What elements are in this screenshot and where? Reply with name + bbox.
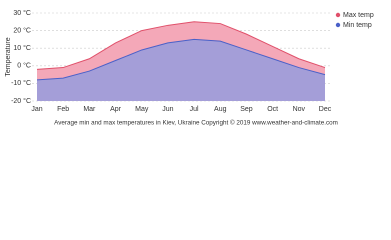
- y-tick-label: 0 °C: [17, 62, 31, 70]
- y-tick-label: 30 °C: [13, 9, 31, 17]
- legend-label: Max temp: [343, 12, 374, 19]
- legend-marker: [335, 12, 341, 18]
- y-axis-title: Temperature: [5, 37, 12, 76]
- x-tick-label: Mar: [83, 106, 96, 113]
- line: [36, 38, 326, 81]
- legend-marker: [335, 22, 341, 28]
- x-tick-label: Jun: [162, 106, 173, 113]
- x-tick-label: Oct: [267, 106, 278, 113]
- x-tick-label: Jul: [190, 106, 199, 113]
- line: [36, 21, 326, 70]
- x-tick-label: May: [135, 106, 149, 113]
- x-tick-label: Apr: [110, 106, 122, 113]
- x-tick-label: Feb: [57, 106, 69, 113]
- y-tick-label: -20 °C: [11, 97, 31, 105]
- caption: Average min and max temperatures in Kiev…: [54, 119, 338, 127]
- x-tick-label: Aug: [214, 106, 227, 113]
- legend-label: Min temp: [343, 22, 372, 29]
- y-tick-label: -10 °C: [11, 79, 31, 87]
- y-tick-label: 10 °C: [13, 44, 31, 52]
- x-tick-label: Dec: [319, 106, 332, 113]
- x-tick-label: Nov: [293, 106, 306, 113]
- x-tick-label: Sep: [240, 106, 253, 113]
- area: [37, 39, 325, 101]
- y-tick-label: 20 °C: [13, 26, 31, 34]
- x-tick-label: Jan: [31, 106, 42, 113]
- page: {"chart_data": {"type": "line", "y_label…: [4, 8, 374, 127]
- chart: Temperature Average min and max temperat…: [5, 9, 374, 127]
